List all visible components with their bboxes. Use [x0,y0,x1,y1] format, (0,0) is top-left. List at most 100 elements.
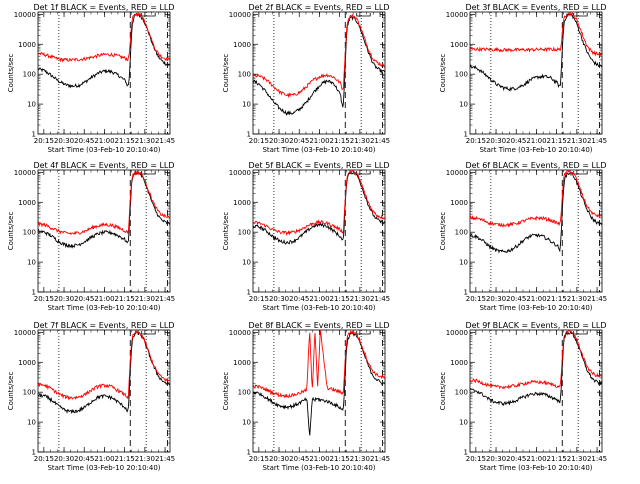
panel-6-x-tick-label: 21:15 [547,295,567,303]
panel-2: Det 2f BLACK = Events, RED = LLD 1 10 100 10… [222,3,390,154]
panel-8-y-tick-label: 10000 [229,329,251,337]
panel-7-y-axis-label: Counts/sec [7,372,15,411]
panel-3-y-tick-label: 10000 [446,11,468,19]
panel-7-x-tick-label: 21:00 [94,455,114,463]
panel-3-y-axis-label: Counts/sec [439,54,447,93]
panel-5-y-tick-label: 100 [238,229,251,237]
panel-9-x-tick-label: 20:30 [486,455,506,463]
panel-1-x-tick-label: 20:15 [34,137,54,145]
panel-2-y-axis-label: Counts/sec [222,54,230,93]
panel-7-range-bracket [141,331,156,335]
panel-9-axis-frame [469,329,603,453]
panel-4-x-tick-label: 20:30 [54,295,74,303]
panel-9-x-tick-label: 21:45 [587,455,607,463]
panel-3-title: Det 3f BLACK = Events, RED = LLD [465,3,606,12]
panel-9-series-events [470,330,602,407]
panel-6: Det 6f BLACK = Events, RED = LLD 1 10 100 10… [439,161,607,312]
panel-9-y-tick-label: 1 [464,449,468,457]
panel-4-axis-frame [37,169,171,293]
panel-1-y-axis-label: Counts/sec [7,54,15,93]
panel-5-y-tick-label: 1000 [233,199,251,207]
panel-5-x-tick-label: 21:15 [330,295,350,303]
panel-3-x-tick-label: 21:00 [526,137,546,145]
panel-1-axis-frame [37,11,171,135]
panel-9-series-lld [470,330,602,390]
panel-1-title: Det 1f BLACK = Events, RED = LLD [33,3,174,12]
panel-9-x-tick-label: 21:30 [567,455,587,463]
panel-1-x-tick-label: 21:15 [115,137,135,145]
panel-4-x-tick-label: 20:45 [74,295,94,303]
panel-7-x-tick-label: 20:45 [74,455,94,463]
panel-1-range-bracket [141,13,156,17]
panel-9-x-tick-label: 20:15 [466,455,486,463]
panel-9-y-tick-label: 10 [459,419,468,427]
panel-1-y-tick-label: 1 [32,131,36,139]
panel-4-series-lld [38,170,170,236]
panel-3-y-tick-label: 1 [464,131,468,139]
panel-1-y-tick-label: 10000 [14,11,36,19]
panel-5-x-tick-label: 21:00 [309,295,329,303]
panel-9-y-axis-label: Counts/sec [439,372,447,411]
panel-1-y-tick-label: 1000 [18,41,36,49]
panel-4-x-tick-label: 21:00 [94,295,114,303]
panel-7-axis-frame [37,329,171,453]
panel-7-y-tick-label: 1 [32,449,36,457]
panel-3-x-axis-label: Start Time (03-Feb-10 20:10:40) [479,146,592,154]
panel-9-x-axis-label: Start Time (03-Feb-10 20:10:40) [479,464,592,472]
panel-8-title: Det 8f BLACK = Events, RED = LLD [248,321,389,330]
panel-8-x-tick-label: 20:45 [289,455,309,463]
panel-1-x-tick-label: 20:30 [54,137,74,145]
panel-5-range-bracket [356,171,371,175]
panel-8-y-tick-label: 100 [238,389,251,397]
panel-5-y-tick-label: 1 [247,289,251,297]
panel-4: Det 4f BLACK = Events, RED = LLD 1 10 100 10… [7,161,175,312]
panel-5: Det 5f BLACK = Events, RED = LLD 1 10 100 10… [222,161,390,312]
panel-8: Det 8f BLACK = Events, RED = LLD 1 10 100 10… [222,321,390,472]
panel-6-y-axis-label: Counts/sec [439,212,447,251]
panel-6-x-tick-label: 21:00 [526,295,546,303]
panel-9-y-tick-label: 1000 [450,359,468,367]
panel-4-y-tick-label: 10000 [14,169,36,177]
panel-6-x-tick-label: 20:15 [466,295,486,303]
panel-6-x-tick-label: 21:30 [567,295,587,303]
panel-8-x-tick-label: 21:30 [350,455,370,463]
panel-2-range-bracket [356,13,371,17]
panel-5-axis-frame [252,169,386,293]
panel-9-y-tick-label: 100 [455,389,468,397]
panel-4-y-tick-label: 100 [23,229,36,237]
panel-3-series-lld [470,12,602,58]
panel-1-x-tick-label: 21:30 [135,137,155,145]
panel-3-y-tick-label: 10 [459,101,468,109]
panel-9-y-tick-label: 10000 [446,329,468,337]
panel-2-y-tick-label: 1 [247,131,251,139]
panel-5-x-tick-label: 20:15 [249,295,269,303]
panel-9-x-tick-label: 21:15 [547,455,567,463]
panel-2-series-lld [253,13,385,99]
panel-2-series-events [253,16,385,116]
panel-1-x-tick-label: 20:45 [74,137,94,145]
panel-3-x-tick-label: 20:15 [466,137,486,145]
panel-3-range-bracket [573,13,588,17]
panel-4-y-tick-label: 1 [32,289,36,297]
panel-6-range-bracket [573,171,588,175]
panel-5-y-axis-label: Counts/sec [222,212,230,251]
panel-6-axis-frame [469,169,603,293]
panel-5-series-events [253,170,385,245]
panel-4-series-events [38,170,170,249]
panel-4-x-tick-label: 21:45 [155,295,175,303]
panel-3-x-tick-label: 20:30 [486,137,506,145]
panel-1-x-axis-label: Start Time (03-Feb-10 20:10:40) [47,146,160,154]
panel-6-x-tick-label: 20:45 [506,295,526,303]
panel-8-y-axis-label: Counts/sec [222,372,230,411]
panel-8-range-bracket [356,331,371,335]
panel-8-x-tick-label: 20:15 [249,455,269,463]
panel-8-x-axis-label: Start Time (03-Feb-10 20:10:40) [262,464,375,472]
panel-3: Det 3f BLACK = Events, RED = LLD 1 10 100 10… [439,3,607,154]
panel-9-title: Det 9f BLACK = Events, RED = LLD [465,321,606,330]
panel-8-series-lld [253,330,385,398]
panel-4-x-tick-label: 21:30 [135,295,155,303]
panel-4-range-bracket [141,171,156,175]
panel-1: Det 1f BLACK = Events, RED = LLD 1 10 100 10… [7,3,175,154]
panel-5-y-tick-label: 10000 [229,169,251,177]
